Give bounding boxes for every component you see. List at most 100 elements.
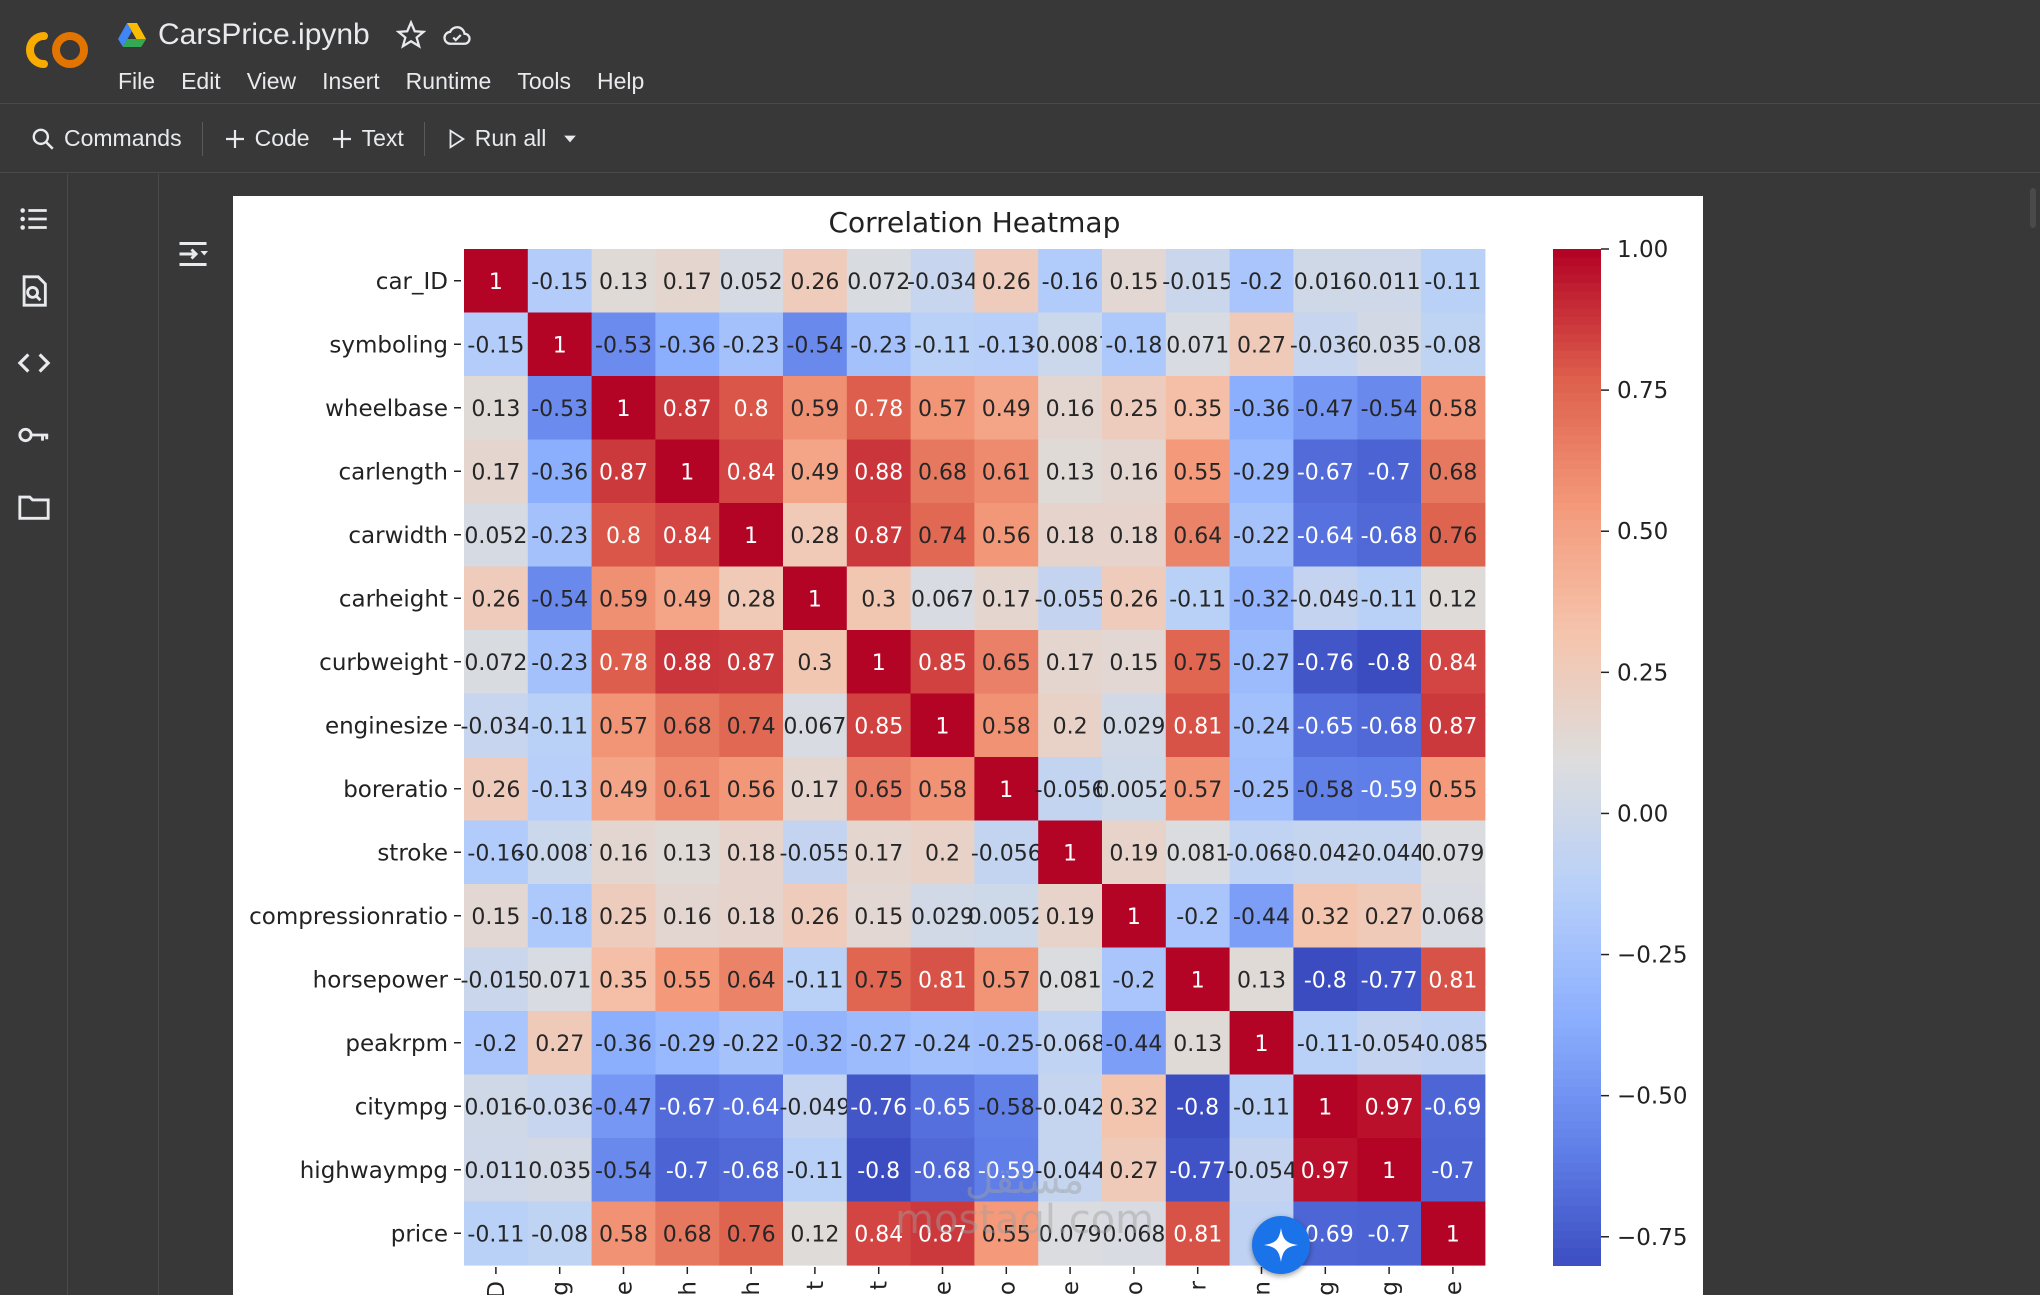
- heatmap-cell: [591, 566, 656, 631]
- cell-annotation: 0.64: [1173, 524, 1222, 549]
- heatmap-cell: [1357, 503, 1422, 568]
- colorbar-tick-label: −0.50: [1617, 1084, 1687, 1110]
- heatmap-cell: [1229, 1138, 1294, 1203]
- find-icon[interactable]: [17, 274, 51, 308]
- cell-annotation: 0.13: [1237, 968, 1286, 993]
- commands-button[interactable]: Commands: [20, 119, 192, 158]
- cell-annotation: 0.068: [1102, 1222, 1165, 1247]
- heatmap-cell: [846, 820, 912, 885]
- cell-annotation: 0.27: [1237, 333, 1286, 358]
- add-code-button[interactable]: Code: [213, 119, 320, 158]
- colorbar-segment: [1553, 731, 1601, 742]
- heatmap-cell: [591, 1074, 656, 1139]
- menu-file[interactable]: File: [118, 68, 156, 94]
- cell-annotation: -0.16: [467, 841, 524, 866]
- cell-annotation: -0.25: [978, 1032, 1035, 1057]
- colorbar-segment: [1553, 816, 1601, 826]
- colorbar-segment: [1553, 757, 1601, 767]
- cell-annotation: 0.0052: [968, 905, 1045, 930]
- heatmap-cell: [719, 376, 784, 441]
- scrollbar[interactable]: [2030, 188, 2036, 228]
- cell-annotation: 0.49: [982, 397, 1031, 422]
- heatmap-cell: [1357, 439, 1422, 504]
- cell-annotation: 1: [553, 333, 567, 358]
- cell-annotation: -0.29: [1233, 460, 1290, 485]
- heatmap-cell: [1421, 503, 1486, 568]
- cell-annotation: 0.56: [982, 524, 1031, 549]
- colorbar-segment: [1553, 435, 1601, 445]
- colorbar-segment: [1553, 1027, 1601, 1038]
- run-options-dropdown[interactable]: [556, 123, 590, 155]
- cell-annotation: -0.77: [1361, 968, 1418, 993]
- row-label: boreratio: [343, 777, 448, 803]
- colorbar-segment: [1553, 968, 1601, 979]
- heatmap-cell: [846, 439, 912, 504]
- toolbar-divider: [423, 121, 425, 156]
- heatmap-cell: [591, 757, 656, 822]
- cell-annotation: -0.68: [914, 1159, 971, 1184]
- output-actions-icon[interactable]: [175, 236, 211, 272]
- row-label: enginesize: [325, 713, 448, 739]
- files-folder-icon[interactable]: [17, 490, 51, 524]
- colorbar-segment: [1553, 426, 1601, 437]
- code-snippets-icon[interactable]: [17, 346, 51, 380]
- cell-annotation: -0.54: [531, 587, 588, 612]
- menu-edit[interactable]: Edit: [181, 68, 221, 94]
- cell-annotation: -0.67: [1297, 460, 1354, 485]
- cell-annotation: -0.36: [1233, 397, 1290, 422]
- heatmap-cell: [719, 312, 784, 377]
- heatmap-cell: [910, 1011, 975, 1076]
- toc-icon[interactable]: [17, 202, 51, 236]
- col-label: o: [994, 1281, 1020, 1295]
- notebook-toolbar: Commands Code Text Run all: [0, 105, 2040, 173]
- cell-annotation: 0.58: [918, 778, 967, 803]
- cell-annotation: 0.068: [1421, 905, 1484, 930]
- cell-annotation: -0.23: [850, 333, 907, 358]
- cell-annotation: 0.26: [790, 270, 839, 295]
- cell-annotation: -0.11: [1361, 587, 1418, 612]
- cell-annotation: -0.54: [1361, 397, 1418, 422]
- cell-annotation: -0.049: [1290, 587, 1361, 612]
- colorbar-segment: [1553, 1061, 1601, 1072]
- colorbar-segment: [1553, 596, 1601, 606]
- heatmap-cell: [783, 630, 848, 695]
- heatmap-cell: [464, 503, 529, 568]
- cell-annotation: -0.36: [531, 460, 588, 485]
- heatmap-cell: [591, 1138, 656, 1203]
- heatmap-cell: [464, 630, 529, 695]
- colorbar-segment: [1553, 917, 1601, 928]
- gemini-button[interactable]: [1252, 1216, 1310, 1274]
- heatmap-cell: [846, 566, 912, 631]
- colab-logo[interactable]: [24, 28, 92, 72]
- colorbar-tick-label: 1.00: [1617, 237, 1668, 263]
- menu-view[interactable]: View: [246, 68, 297, 94]
- run-all-button[interactable]: Run all: [435, 119, 557, 158]
- cell-annotation: 0.029: [911, 905, 974, 930]
- cell-annotation: 0.13: [471, 397, 520, 422]
- secrets-key-icon[interactable]: [17, 418, 51, 452]
- colorbar-segment: [1553, 350, 1601, 361]
- notebook-title[interactable]: CarsPrice.ipynb: [158, 18, 370, 51]
- heatmap-cell: [1165, 1074, 1231, 1139]
- google-drive-icon: [118, 23, 146, 47]
- cell-annotation: 0.76: [1428, 524, 1477, 549]
- menu-help[interactable]: Help: [597, 68, 645, 94]
- menu-runtime[interactable]: Runtime: [405, 68, 492, 94]
- colorbar-segment: [1553, 511, 1601, 521]
- add-text-button[interactable]: Text: [320, 119, 414, 158]
- heatmap-cell: [655, 503, 720, 568]
- menu-insert[interactable]: Insert: [322, 68, 380, 94]
- cell-annotation: 1: [1382, 1159, 1396, 1184]
- colorbar-segment: [1553, 807, 1601, 818]
- cell-annotation: -0.47: [1297, 397, 1354, 422]
- cell-annotation: -0.034: [907, 270, 978, 295]
- heatmap-cell: [1165, 376, 1231, 441]
- heatmap-cell: [1421, 439, 1486, 504]
- star-icon[interactable]: [395, 20, 426, 50]
- cloud-saved-icon[interactable]: [442, 20, 472, 50]
- heatmap-cell: [1293, 376, 1358, 441]
- heatmap-cell: [974, 884, 1039, 949]
- heatmap-cell: [1165, 249, 1231, 314]
- menu-tools[interactable]: Tools: [517, 68, 572, 94]
- cell-annotation: 0.052: [720, 270, 783, 295]
